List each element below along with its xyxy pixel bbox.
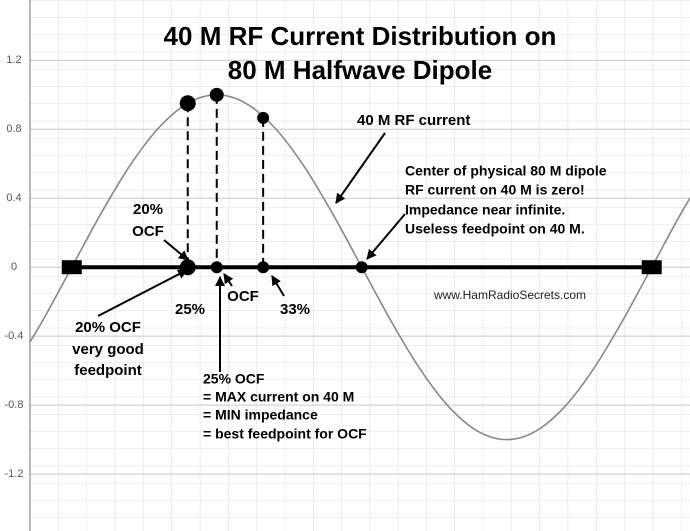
annotation: OCF — [132, 223, 164, 240]
watermark: www.HamRadioSecrets.com — [433, 288, 586, 302]
annotation: OCF — [227, 288, 259, 305]
curve-point — [257, 111, 270, 124]
annotation: very good — [72, 341, 144, 358]
curve-point — [179, 95, 196, 112]
annotation: RF current on 40 M is zero! — [405, 182, 585, 198]
annotation: 40 M RF current — [357, 112, 470, 129]
annotation: 25% — [175, 301, 205, 318]
y-tick-label: 0 — [11, 261, 17, 273]
y-tick-label: 1.2 — [6, 54, 21, 66]
chart-title: 40 M RF Current Distribution on — [164, 21, 557, 51]
y-tick-label: -1.2 — [5, 468, 24, 480]
y-tick-label: -0.8 — [5, 399, 24, 411]
feedpoint — [179, 259, 196, 276]
y-tick-label: 0.8 — [6, 123, 21, 135]
arrow — [163, 239, 189, 261]
feedpoint — [210, 261, 223, 274]
y-tick-label: -0.4 — [5, 330, 24, 342]
annotation: Useless feedpoint on 40 M. — [405, 221, 585, 237]
wire-end — [61, 260, 82, 275]
wire-end — [641, 260, 662, 275]
annotation: 33% — [280, 301, 310, 318]
curve-point — [209, 87, 224, 102]
annotation: = best feedpoint for OCF — [203, 426, 367, 442]
annotation: 20% OCF — [75, 319, 141, 336]
chart-title: 80 M Halfwave Dipole — [228, 55, 492, 85]
arrow — [335, 132, 386, 204]
annotation: = MIN impedance — [203, 407, 318, 423]
arrows — [97, 132, 406, 372]
arrow — [223, 273, 234, 287]
arrow — [366, 213, 406, 260]
annotation: 25% OCF — [203, 371, 265, 387]
arrow — [271, 275, 285, 297]
feedpoint — [355, 261, 368, 274]
y-tick-label: 0.4 — [6, 192, 21, 204]
annotation: Impedance near infinite. — [405, 202, 565, 218]
feedpoint — [257, 261, 270, 274]
arrow — [97, 269, 188, 317]
annotation: 20% — [133, 201, 163, 218]
annotation: = MAX current on 40 M — [203, 389, 354, 405]
annotation: feedpoint — [74, 362, 142, 379]
annotation: Center of physical 80 M dipole — [405, 163, 607, 179]
